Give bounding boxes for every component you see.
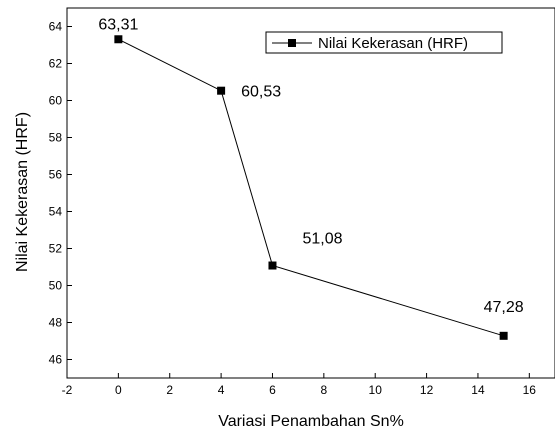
data-value-label: 60,53 xyxy=(241,84,281,101)
y-tick-label: 62 xyxy=(49,57,63,71)
legend-entry: Nilai Kekerasan (HRF) xyxy=(318,35,468,52)
data-point-marker xyxy=(499,331,508,340)
legend-box xyxy=(265,31,503,54)
y-tick-label: 50 xyxy=(49,279,63,293)
x-axis-ticks: -2 0 2 4 6 8 10 12 14 16 xyxy=(62,373,537,397)
plot-frame xyxy=(66,7,555,379)
y-tick-label: 52 xyxy=(49,242,63,256)
y-tick-label: 60 xyxy=(49,94,63,108)
y-axis-ticks: 46 48 50 52 54 56 58 60 62 64 xyxy=(49,20,72,367)
y-tick-label: 58 xyxy=(49,131,63,145)
y-tick-label: 46 xyxy=(49,353,63,367)
data-value-label: 47,28 xyxy=(484,299,524,316)
x-tick-label: 10 xyxy=(369,383,383,397)
data-point-marker xyxy=(114,35,123,44)
x-tick-label: 16 xyxy=(523,383,537,397)
x-tick-label: 14 xyxy=(471,383,485,397)
legend-marker-sample xyxy=(288,39,296,47)
x-tick-label: 0 xyxy=(115,383,122,397)
x-tick-label: 6 xyxy=(269,383,276,397)
x-tick-label: 8 xyxy=(320,383,327,397)
data-value-label: 63,31 xyxy=(98,16,138,33)
x-tick-label: 2 xyxy=(166,383,173,397)
y-tick-label: 64 xyxy=(49,20,63,34)
y-tick-label: 54 xyxy=(49,205,63,219)
y-axis-title: Nilai Kekerasan (HRF) xyxy=(14,112,31,272)
data-label-layer: 63,31 60,53 51,08 47,28 xyxy=(98,16,523,316)
series-line xyxy=(118,38,504,337)
y-tick-label: 48 xyxy=(49,316,63,330)
series-layer xyxy=(114,35,508,340)
data-value-label: 51,08 xyxy=(302,231,342,248)
x-axis-title: Variasi Penambahan Sn% xyxy=(218,413,404,430)
x-tick-label: 4 xyxy=(218,383,225,397)
legend: Nilai Kekerasan (HRF) xyxy=(265,31,503,54)
data-point-marker xyxy=(217,86,226,95)
y-tick-label: 56 xyxy=(49,168,63,182)
data-point-marker xyxy=(268,261,277,270)
x-tick-label: 12 xyxy=(420,383,434,397)
x-tick-label: -2 xyxy=(62,383,73,397)
